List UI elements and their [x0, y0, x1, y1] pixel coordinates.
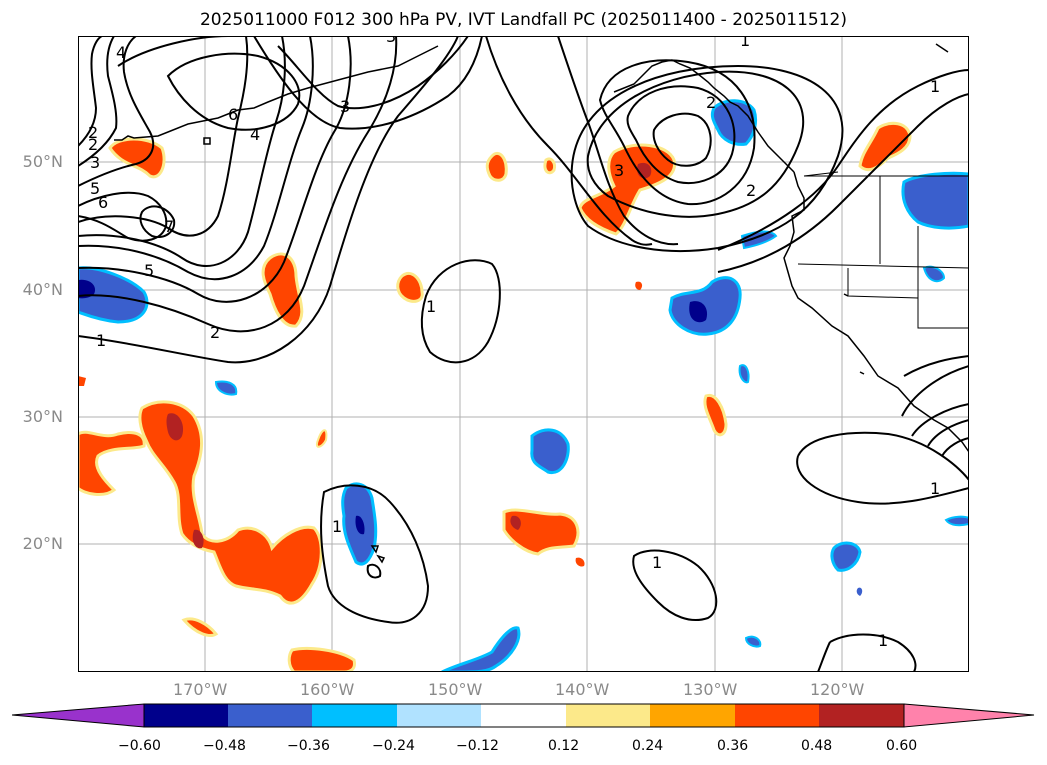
map-title: 2025011000 F012 300 hPa PV, IVT Landfall… [199, 10, 847, 30]
lat-label-20n: 20°N [22, 534, 63, 553]
lon-label-150w: 150°W [428, 680, 483, 699]
contour-label: 1 [930, 77, 940, 96]
colorbar-extend-low [11, 703, 145, 728]
contour-label: 3 [90, 153, 100, 172]
colorbar [11, 703, 1035, 733]
colorbar-tick-label: −0.12 [456, 738, 499, 754]
colorbar-tick-label: 0.60 [886, 738, 918, 754]
contour-label: 1 [878, 631, 888, 650]
contour-label: 6 [98, 193, 108, 212]
contour-label: 1 [652, 553, 662, 572]
contour-label: 5 [90, 179, 100, 198]
colorbar-swatch [228, 704, 312, 727]
lon-label-160w: 160°W [300, 680, 355, 699]
contour-label: 1 [740, 36, 750, 50]
contour-label: 4 [116, 43, 126, 62]
lon-label-170w: 170°W [173, 680, 228, 699]
colorbar-tick-label: 0.36 [717, 738, 749, 754]
colorbar-swatch [397, 704, 481, 727]
contour-label: 6 [228, 105, 238, 124]
contour-label: 4 [250, 125, 260, 144]
colorbar-tick-label: −0.48 [203, 738, 246, 754]
colorbar-tick-label: −0.60 [118, 738, 161, 754]
lat-label-50n: 50°N [22, 152, 63, 171]
colorbar-swatch [481, 704, 566, 727]
colorbar-tick-label: 0.48 [801, 738, 833, 754]
colorbar-tick-label: 0.12 [548, 738, 580, 754]
contour-label: 1 [930, 479, 940, 498]
colorbar-tick-label: 0.24 [632, 738, 664, 754]
pv-contours [78, 36, 969, 672]
contour-label: 7 [164, 217, 174, 236]
colorbar-swatch [144, 704, 228, 727]
lon-label-130w: 130°W [683, 680, 738, 699]
contour-label: 2 [88, 135, 98, 154]
colorbar-swatch [819, 704, 904, 727]
contour-label: 2 [210, 323, 220, 342]
colorbar-tick-label: −0.24 [372, 738, 415, 754]
map-panel[interactable]: 4 3 2 3 6 4 3 2 5 6 7 5 2 1 1 3 2 1 1 1 … [78, 36, 969, 672]
lon-label-140w: 140°W [555, 680, 610, 699]
contour-label: 2 [88, 123, 98, 142]
contour-label: 5 [144, 261, 154, 280]
colorbar-extend-high [903, 703, 1035, 728]
colorbar-swatch [566, 704, 650, 727]
contour-label: 1 [96, 331, 106, 350]
lat-label-40n: 40°N [22, 280, 63, 299]
contour-label: 2 [706, 93, 716, 112]
lon-label-120w: 120°W [810, 680, 865, 699]
contour-label: 1 [426, 297, 436, 316]
contour-label: 3 [614, 161, 624, 180]
coastlines [114, 43, 969, 564]
lat-label-30n: 30°N [22, 407, 63, 426]
colorbar-tick-label: −0.36 [287, 738, 330, 754]
colorbar-swatch [650, 704, 735, 727]
contour-label: 3 [386, 36, 396, 46]
borders [797, 171, 969, 329]
contour-label: 1 [332, 517, 342, 536]
contour-label: 2 [746, 181, 756, 200]
colorbar-swatch [312, 704, 397, 727]
colorbar-swatch [735, 704, 819, 727]
contour-label: 3 [340, 97, 350, 116]
contour-label-group: 4 3 2 3 6 4 3 2 5 6 7 5 2 1 1 3 2 1 1 1 … [88, 36, 940, 650]
